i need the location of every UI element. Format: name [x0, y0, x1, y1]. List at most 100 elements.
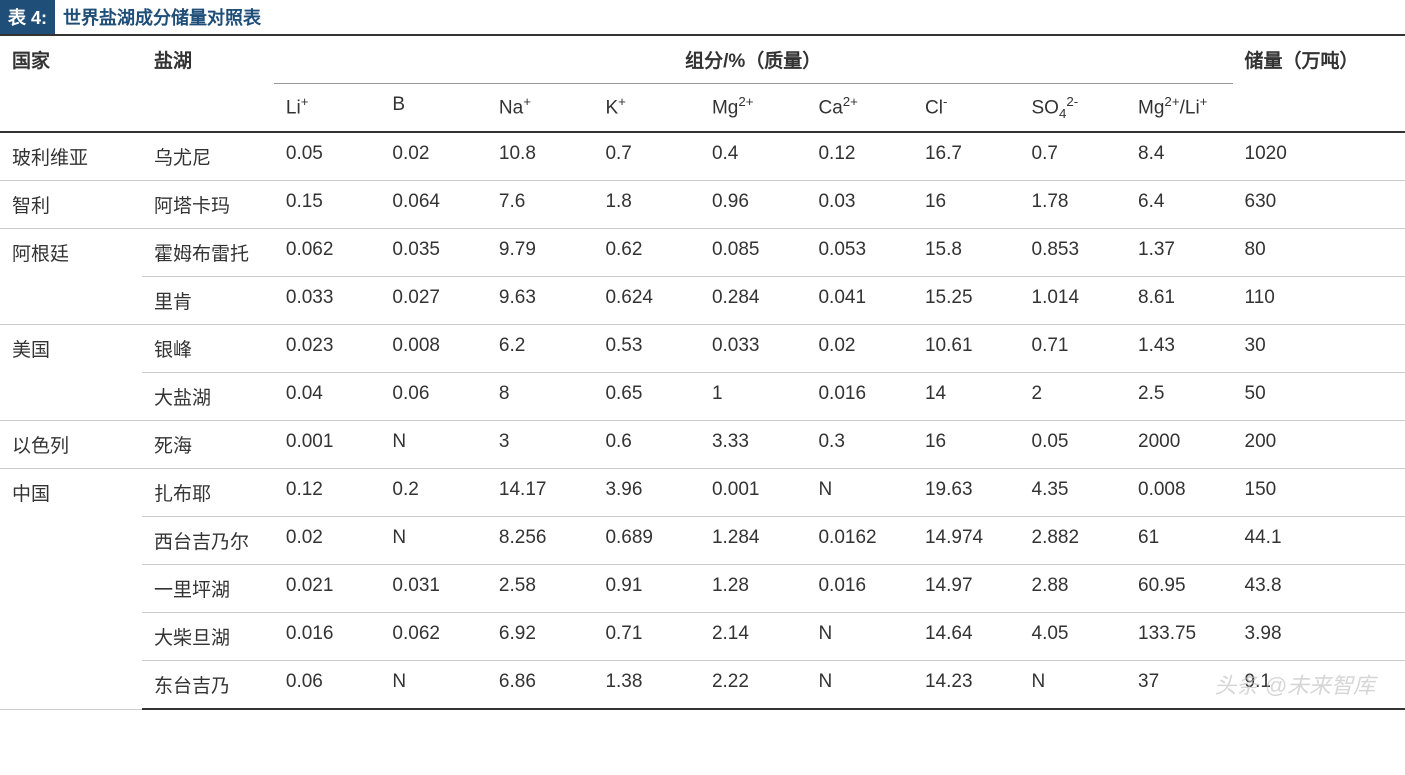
cell-b: 0.035 [380, 229, 487, 277]
cell-mg: 0.001 [700, 469, 807, 517]
header-k: K+ [593, 84, 700, 133]
cell-reserve: 3.98 [1233, 613, 1405, 661]
cell-reserve: 1020 [1233, 132, 1405, 181]
cell-cl: 10.61 [913, 325, 1020, 373]
cell-so4: 4.05 [1020, 613, 1127, 661]
table-title-bar: 表 4: 世界盐湖成分储量对照表 [0, 0, 1405, 34]
cell-mg: 0.4 [700, 132, 807, 181]
cell-k: 0.71 [593, 613, 700, 661]
cell-mgli: 0.008 [1126, 469, 1233, 517]
cell-ca: 0.12 [806, 132, 913, 181]
header-so4: SO42- [1020, 84, 1127, 133]
cell-li: 0.12 [274, 469, 381, 517]
cell-li: 0.05 [274, 132, 381, 181]
header-mgli: Mg2+/Li+ [1126, 84, 1233, 133]
cell-ca: 0.02 [806, 325, 913, 373]
table-row: 阿根廷霍姆布雷托0.0620.0359.790.620.0850.05315.8… [0, 229, 1405, 277]
cell-country: 智利 [0, 181, 142, 229]
cell-na: 2.58 [487, 565, 594, 613]
cell-ca: N [806, 469, 913, 517]
cell-mg: 3.33 [700, 421, 807, 469]
salt-lake-table: 国家 盐湖 组分/%（质量） 储量（万吨） Li+ B Na+ K+ Mg2+ … [0, 34, 1405, 710]
cell-country: 美国 [0, 325, 142, 421]
cell-cl: 16 [913, 181, 1020, 229]
cell-b: 0.2 [380, 469, 487, 517]
cell-cl: 14.974 [913, 517, 1020, 565]
cell-li: 0.001 [274, 421, 381, 469]
cell-mg: 0.085 [700, 229, 807, 277]
cell-ca: 0.03 [806, 181, 913, 229]
cell-k: 0.624 [593, 277, 700, 325]
cell-mgli: 8.4 [1126, 132, 1233, 181]
cell-so4: 1.78 [1020, 181, 1127, 229]
cell-na: 6.2 [487, 325, 594, 373]
header-b: B [380, 84, 487, 133]
cell-k: 0.689 [593, 517, 700, 565]
cell-mg: 0.284 [700, 277, 807, 325]
table-row: 里肯0.0330.0279.630.6240.2840.04115.251.01… [0, 277, 1405, 325]
cell-ca: N [806, 661, 913, 710]
cell-ca: 0.041 [806, 277, 913, 325]
cell-lake: 死海 [142, 421, 274, 469]
cell-k: 0.62 [593, 229, 700, 277]
table-row: 美国银峰0.0230.0086.20.530.0330.0210.610.711… [0, 325, 1405, 373]
cell-b: 0.008 [380, 325, 487, 373]
cell-reserve: 50 [1233, 373, 1405, 421]
cell-mg: 2.22 [700, 661, 807, 710]
cell-so4: N [1020, 661, 1127, 710]
cell-cl: 14 [913, 373, 1020, 421]
cell-li: 0.02 [274, 517, 381, 565]
cell-na: 9.63 [487, 277, 594, 325]
watermark: 头条 @未来智库 [1215, 668, 1375, 700]
cell-b: N [380, 421, 487, 469]
cell-so4: 2.882 [1020, 517, 1127, 565]
cell-lake: 霍姆布雷托 [142, 229, 274, 277]
cell-cl: 15.25 [913, 277, 1020, 325]
header-country: 国家 [0, 35, 142, 132]
header-reserve: 储量（万吨） [1233, 35, 1405, 132]
header-mg: Mg2+ [700, 84, 807, 133]
cell-mgli: 1.37 [1126, 229, 1233, 277]
cell-na: 8.256 [487, 517, 594, 565]
cell-b: 0.027 [380, 277, 487, 325]
cell-cl: 16.7 [913, 132, 1020, 181]
cell-mgli: 2.5 [1126, 373, 1233, 421]
cell-b: 0.031 [380, 565, 487, 613]
header-lake: 盐湖 [142, 35, 274, 132]
cell-mg: 0.96 [700, 181, 807, 229]
cell-k: 0.6 [593, 421, 700, 469]
cell-so4: 2.88 [1020, 565, 1127, 613]
cell-k: 0.91 [593, 565, 700, 613]
cell-lake: 阿塔卡玛 [142, 181, 274, 229]
cell-li: 0.062 [274, 229, 381, 277]
cell-cl: 14.97 [913, 565, 1020, 613]
cell-lake: 大盐湖 [142, 373, 274, 421]
cell-mgli: 133.75 [1126, 613, 1233, 661]
table-body: 玻利维亚乌尤尼0.050.0210.80.70.40.1216.70.78.41… [0, 132, 1405, 709]
cell-ca: 0.053 [806, 229, 913, 277]
cell-na: 7.6 [487, 181, 594, 229]
cell-so4: 2 [1020, 373, 1127, 421]
table-row: 东台吉乃0.06N6.861.382.22N14.23N379.1 [0, 661, 1405, 710]
cell-country: 阿根廷 [0, 229, 142, 325]
cell-k: 0.7 [593, 132, 700, 181]
table-row: 玻利维亚乌尤尼0.050.0210.80.70.40.1216.70.78.41… [0, 132, 1405, 181]
table-container: 表 4: 世界盐湖成分储量对照表 国家 盐湖 组分/%（质量） 储量（万吨） L… [0, 0, 1405, 710]
cell-lake: 扎布耶 [142, 469, 274, 517]
cell-li: 0.016 [274, 613, 381, 661]
cell-so4: 0.853 [1020, 229, 1127, 277]
cell-lake: 西台吉乃尔 [142, 517, 274, 565]
cell-k: 1.8 [593, 181, 700, 229]
cell-so4: 0.71 [1020, 325, 1127, 373]
table-title-text: 世界盐湖成分储量对照表 [55, 0, 1405, 34]
cell-na: 6.92 [487, 613, 594, 661]
cell-na: 14.17 [487, 469, 594, 517]
cell-lake: 银峰 [142, 325, 274, 373]
cell-k: 1.38 [593, 661, 700, 710]
cell-na: 10.8 [487, 132, 594, 181]
header-na: Na+ [487, 84, 594, 133]
cell-mgli: 60.95 [1126, 565, 1233, 613]
cell-so4: 0.7 [1020, 132, 1127, 181]
cell-lake: 一里坪湖 [142, 565, 274, 613]
cell-country: 中国 [0, 469, 142, 710]
